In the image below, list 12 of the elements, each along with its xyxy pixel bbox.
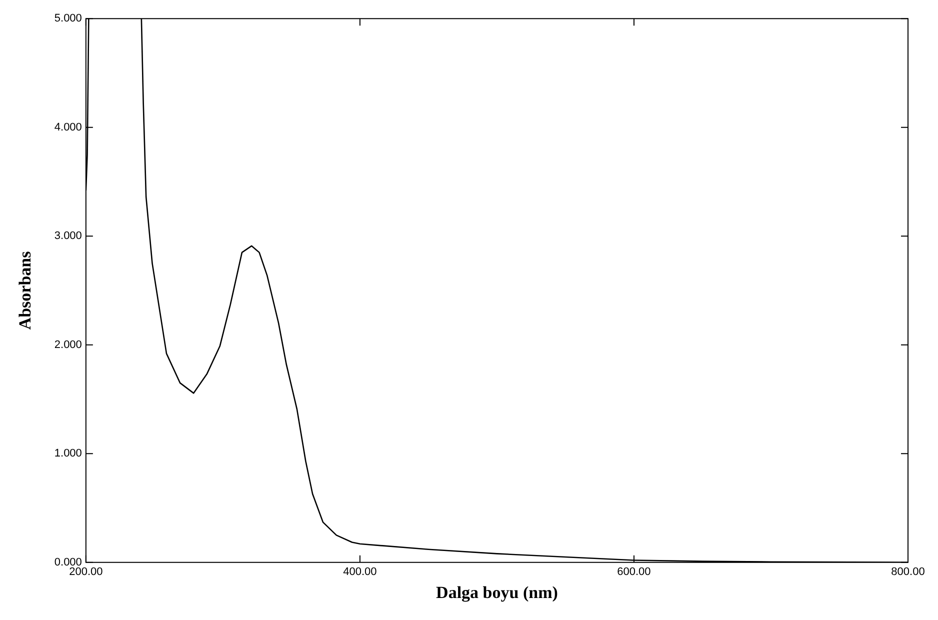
x-axis-title: Dalga boyu (nm) (436, 583, 558, 602)
y-tick-label: 3.000 (54, 230, 82, 242)
y-tick-label: 4.000 (54, 121, 82, 134)
x-tick-label: 400.00 (343, 566, 377, 578)
y-tick-label: 2.000 (54, 338, 82, 351)
y-tick-label: 1.000 (54, 448, 82, 460)
x-tick-label: 600.00 (617, 566, 651, 578)
y-tick-label: 5.000 (54, 12, 82, 25)
x-tick-label: 800.00 (891, 566, 925, 578)
y-tick-label: 0.000 (54, 556, 82, 568)
x-tick-label: 200.00 (69, 566, 103, 578)
y-axis-title: Absorbans (16, 250, 35, 330)
